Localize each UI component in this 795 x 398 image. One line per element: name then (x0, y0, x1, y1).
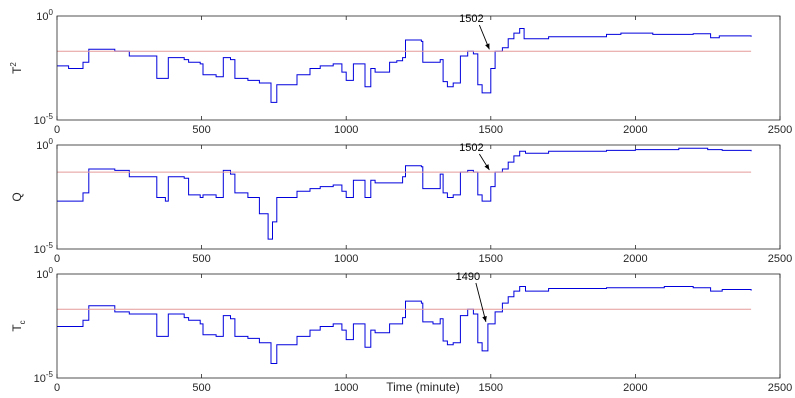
x-tick-label: 0 (54, 124, 60, 136)
x-tick-label: 1000 (334, 382, 358, 394)
x-axis-label: Time (minute) (386, 380, 460, 394)
x-tick-label: 2500 (768, 382, 792, 394)
y-tick-label: 10-5 (34, 370, 54, 385)
axes-frame (56, 15, 781, 121)
statistic-line (57, 286, 752, 364)
statistic-line (57, 147, 752, 240)
annotation-arrowhead (484, 164, 490, 171)
annotation-arrowhead (482, 315, 487, 322)
x-tick-label: 500 (192, 124, 210, 136)
x-tick-label: 2000 (623, 253, 647, 265)
y-tick-label: 10-5 (34, 112, 54, 127)
statistic-line (57, 28, 752, 103)
annotation-label: 1502 (459, 142, 483, 154)
chart-panel-1: 0 500 1000 1500 2000 2500 100 10-5 T2 1502 (9, 8, 792, 136)
x-tick-label: 2000 (623, 124, 647, 136)
annotation-arrow (475, 282, 487, 322)
x-tick-label: 1000 (334, 124, 358, 136)
annotation-arrowhead (485, 43, 490, 50)
x-tick-label: 1500 (479, 124, 503, 136)
x-tick-label: 2500 (768, 124, 792, 136)
x-tick-label: 0 (54, 253, 60, 265)
axes-frame (56, 144, 781, 250)
axes-frame (56, 273, 781, 379)
y-tick-label: 10-5 (34, 241, 54, 256)
y-axis-label: T2 (9, 62, 24, 74)
chart-panel-2: 0 500 1000 1500 2000 2500 100 10-5 Q 1502 (10, 137, 792, 265)
x-tick-label: 1500 (479, 253, 503, 265)
x-tick-label: 0 (54, 382, 60, 394)
annotation-label: 1490 (456, 271, 480, 283)
annotation-label: 1502 (459, 13, 483, 25)
y-tick-label: 100 (36, 8, 53, 23)
y-axis-label: Tc (10, 320, 27, 331)
x-tick-label: 2500 (768, 253, 792, 265)
y-tick-label: 100 (36, 137, 53, 152)
chart-panel-3: 0 500 1000 1500 2000 2500 100 10-5 Tc 1490 (10, 266, 792, 394)
x-tick-label: 1000 (334, 253, 358, 265)
x-tick-label: 500 (192, 253, 210, 265)
x-tick-label: 2000 (623, 382, 647, 394)
x-tick-label: 1500 (479, 382, 503, 394)
x-tick-label: 500 (192, 382, 210, 394)
y-axis-label: Q (10, 192, 24, 201)
y-tick-label: 100 (36, 266, 53, 281)
